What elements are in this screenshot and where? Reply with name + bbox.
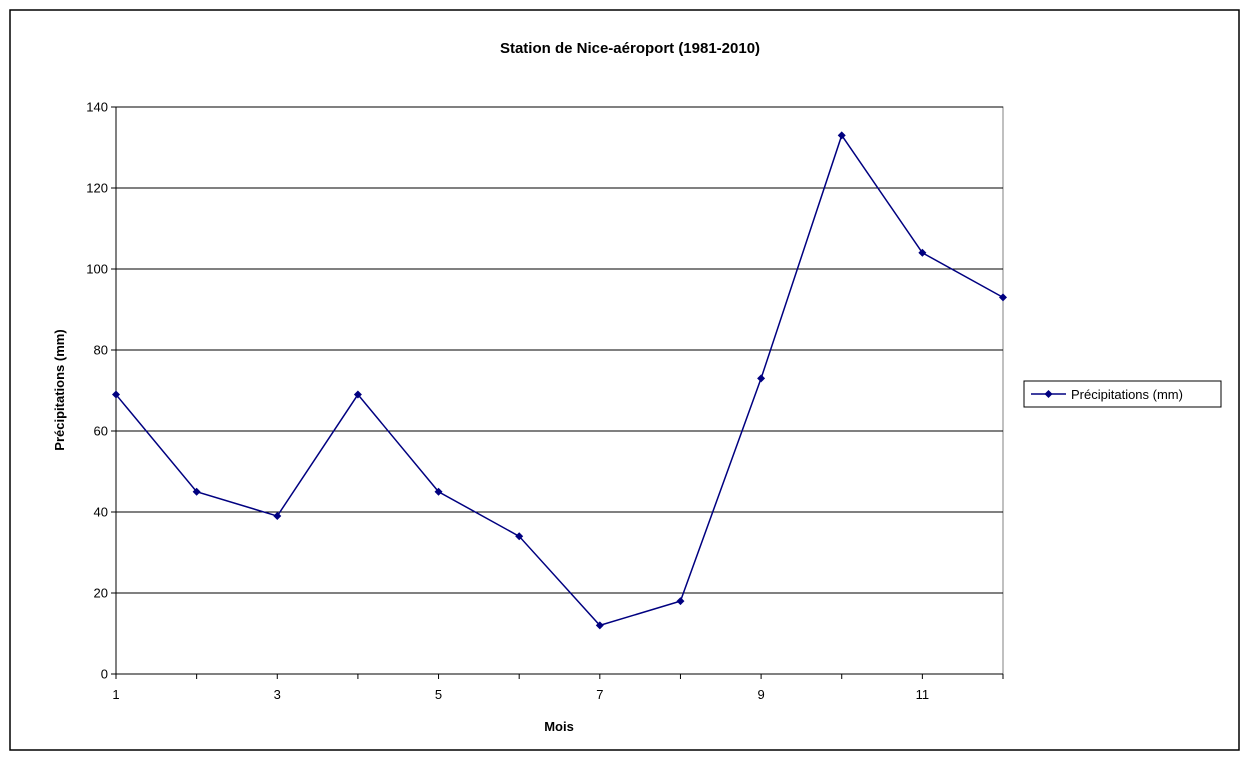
data-point xyxy=(999,293,1007,302)
legend-marker xyxy=(1044,390,1053,398)
data-point xyxy=(353,390,362,399)
data-point xyxy=(676,597,685,606)
series-line xyxy=(115,133,1004,627)
y-tick-label: 140 xyxy=(86,100,108,115)
chart-title: Station de Nice-aéroport (1981-2010) xyxy=(500,40,760,57)
y-axis-title: Précipitations (mm) xyxy=(52,329,67,450)
y-tick-label: 100 xyxy=(86,262,108,277)
x-tick-label: 1 xyxy=(112,687,119,702)
data-point xyxy=(192,487,201,496)
y-tick-label: 120 xyxy=(86,181,108,196)
data-point xyxy=(918,248,927,257)
x-axis-title: Mois xyxy=(544,719,574,734)
x-tick-label: 3 xyxy=(274,687,281,702)
axis-layer: 0 20 40 60 80 100 120 140 1 3 5 7 9 11 xyxy=(86,100,1004,702)
plot-area xyxy=(115,106,1004,675)
legend-label: Précipitations (mm) xyxy=(1071,387,1183,402)
data-point xyxy=(434,487,443,496)
series-layer xyxy=(112,131,1007,630)
x-tick-label: 5 xyxy=(435,687,442,702)
x-tick-label: 9 xyxy=(757,687,764,702)
y-tick-label: 0 xyxy=(101,667,108,682)
y-tick-label: 40 xyxy=(94,505,108,520)
data-point xyxy=(112,390,120,399)
data-point xyxy=(595,621,604,630)
x-tick-label: 11 xyxy=(916,687,930,702)
data-point xyxy=(515,532,524,541)
data-point xyxy=(837,131,846,140)
legend: Précipitations (mm) xyxy=(1023,380,1222,408)
y-tick-label: 20 xyxy=(94,586,108,601)
y-tick-label: 60 xyxy=(94,424,108,439)
data-point xyxy=(273,512,282,521)
y-tick-label: 80 xyxy=(94,343,108,358)
x-tick-label: 7 xyxy=(596,687,603,702)
data-point xyxy=(757,374,766,383)
